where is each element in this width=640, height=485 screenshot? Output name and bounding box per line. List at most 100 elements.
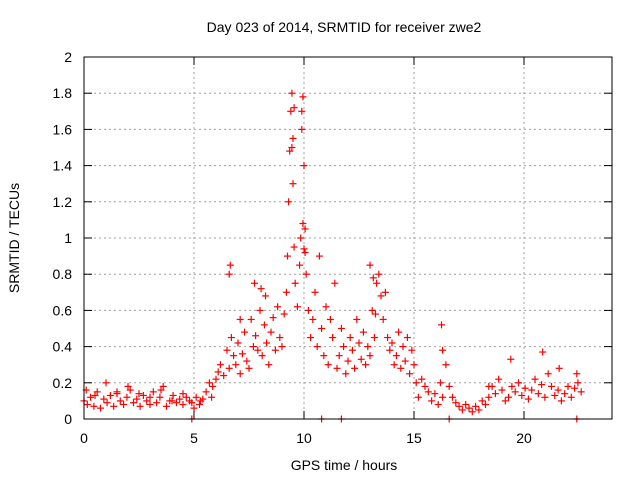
data-point: [337, 325, 345, 332]
data-point: [262, 292, 269, 300]
data-point: [408, 346, 416, 354]
y-tick-label: 1.8: [53, 85, 73, 101]
data-point: [274, 303, 282, 311]
x-tick-label: 10: [296, 430, 312, 446]
data-point: [300, 162, 308, 170]
data-point: [424, 388, 432, 396]
y-tick-label: 0.6: [53, 302, 73, 318]
data-point: [188, 399, 196, 407]
data-point: [190, 404, 198, 412]
data-point: [91, 391, 99, 399]
x-axis-label: GPS time / hours: [291, 457, 398, 473]
data-point: [511, 388, 519, 396]
data-point: [113, 388, 121, 396]
data-point: [501, 397, 509, 405]
data-point: [554, 386, 562, 394]
data-point: [304, 306, 312, 314]
data-point: [315, 252, 323, 260]
data-point: [571, 384, 579, 392]
data-point: [83, 401, 91, 409]
data-point: [475, 406, 483, 414]
data-point: [257, 285, 265, 293]
data-point: [226, 261, 234, 269]
data-point: [232, 361, 240, 369]
data-point: [130, 399, 137, 407]
data-points: [80, 89, 585, 423]
data-point: [468, 408, 476, 416]
data-point: [465, 404, 473, 412]
data-point: [320, 352, 328, 360]
data-point: [324, 361, 332, 369]
data-point: [307, 334, 315, 342]
data-point: [123, 393, 131, 401]
data-point: [449, 393, 456, 401]
data-point: [472, 402, 480, 410]
axis-ticks: 00.20.40.60.811.21.41.61.820 5 10 15 20: [53, 49, 612, 446]
data-point: [498, 386, 506, 394]
data-point: [561, 390, 569, 398]
data-point: [392, 352, 400, 360]
data-point: [564, 382, 572, 390]
y-tick-label: 1.6: [53, 121, 73, 137]
data-point: [329, 334, 337, 342]
data-point: [260, 321, 268, 329]
data-point: [412, 379, 420, 387]
data-point: [289, 180, 297, 188]
data-point: [534, 390, 542, 398]
data-point: [372, 310, 379, 318]
data-point: [243, 357, 251, 365]
data-point: [238, 350, 246, 358]
data-point: [236, 370, 244, 378]
data-point: [149, 388, 157, 396]
data-point: [301, 225, 309, 233]
data-point: [90, 402, 98, 410]
data-point: [205, 379, 213, 387]
data-point: [368, 306, 376, 314]
data-point: [197, 397, 205, 405]
data-point: [153, 399, 161, 407]
data-point: [106, 391, 114, 399]
data-point: [508, 382, 516, 390]
data-point: [286, 147, 294, 155]
data-point: [87, 393, 95, 401]
y-axis-label: SRMTID / TECUs: [6, 183, 22, 293]
data-point: [157, 386, 165, 394]
data-point: [362, 361, 370, 369]
data-point: [418, 375, 426, 383]
y-tick-label: 1: [64, 230, 72, 246]
data-point: [482, 401, 489, 409]
data-point: [390, 361, 398, 369]
data-point: [375, 270, 383, 278]
data-point: [357, 355, 365, 363]
data-point: [406, 370, 414, 378]
data-point: [133, 395, 141, 403]
data-point: [293, 303, 301, 311]
data-point: [322, 303, 330, 311]
data-point: [225, 364, 233, 372]
data-point: [577, 388, 585, 396]
data-point: [366, 261, 374, 269]
data-point: [573, 370, 581, 378]
data-point: [505, 393, 513, 401]
data-point: [386, 346, 394, 354]
data-point: [103, 399, 111, 407]
data-point: [388, 339, 396, 347]
data-point: [135, 390, 143, 398]
data-point: [297, 234, 305, 242]
data-point: [397, 364, 405, 372]
data-point: [278, 343, 286, 351]
data-point: [139, 391, 147, 399]
data-point: [212, 375, 220, 383]
data-point: [342, 370, 350, 378]
data-point: [100, 395, 108, 403]
data-point: [252, 332, 260, 340]
data-point: [377, 292, 385, 300]
data-point: [287, 107, 295, 115]
data-point: [331, 279, 339, 287]
data-point: [439, 393, 447, 401]
data-point: [438, 321, 445, 329]
data-point: [234, 339, 242, 347]
data-point: [263, 339, 271, 347]
x-tick-label: 0: [80, 430, 88, 446]
